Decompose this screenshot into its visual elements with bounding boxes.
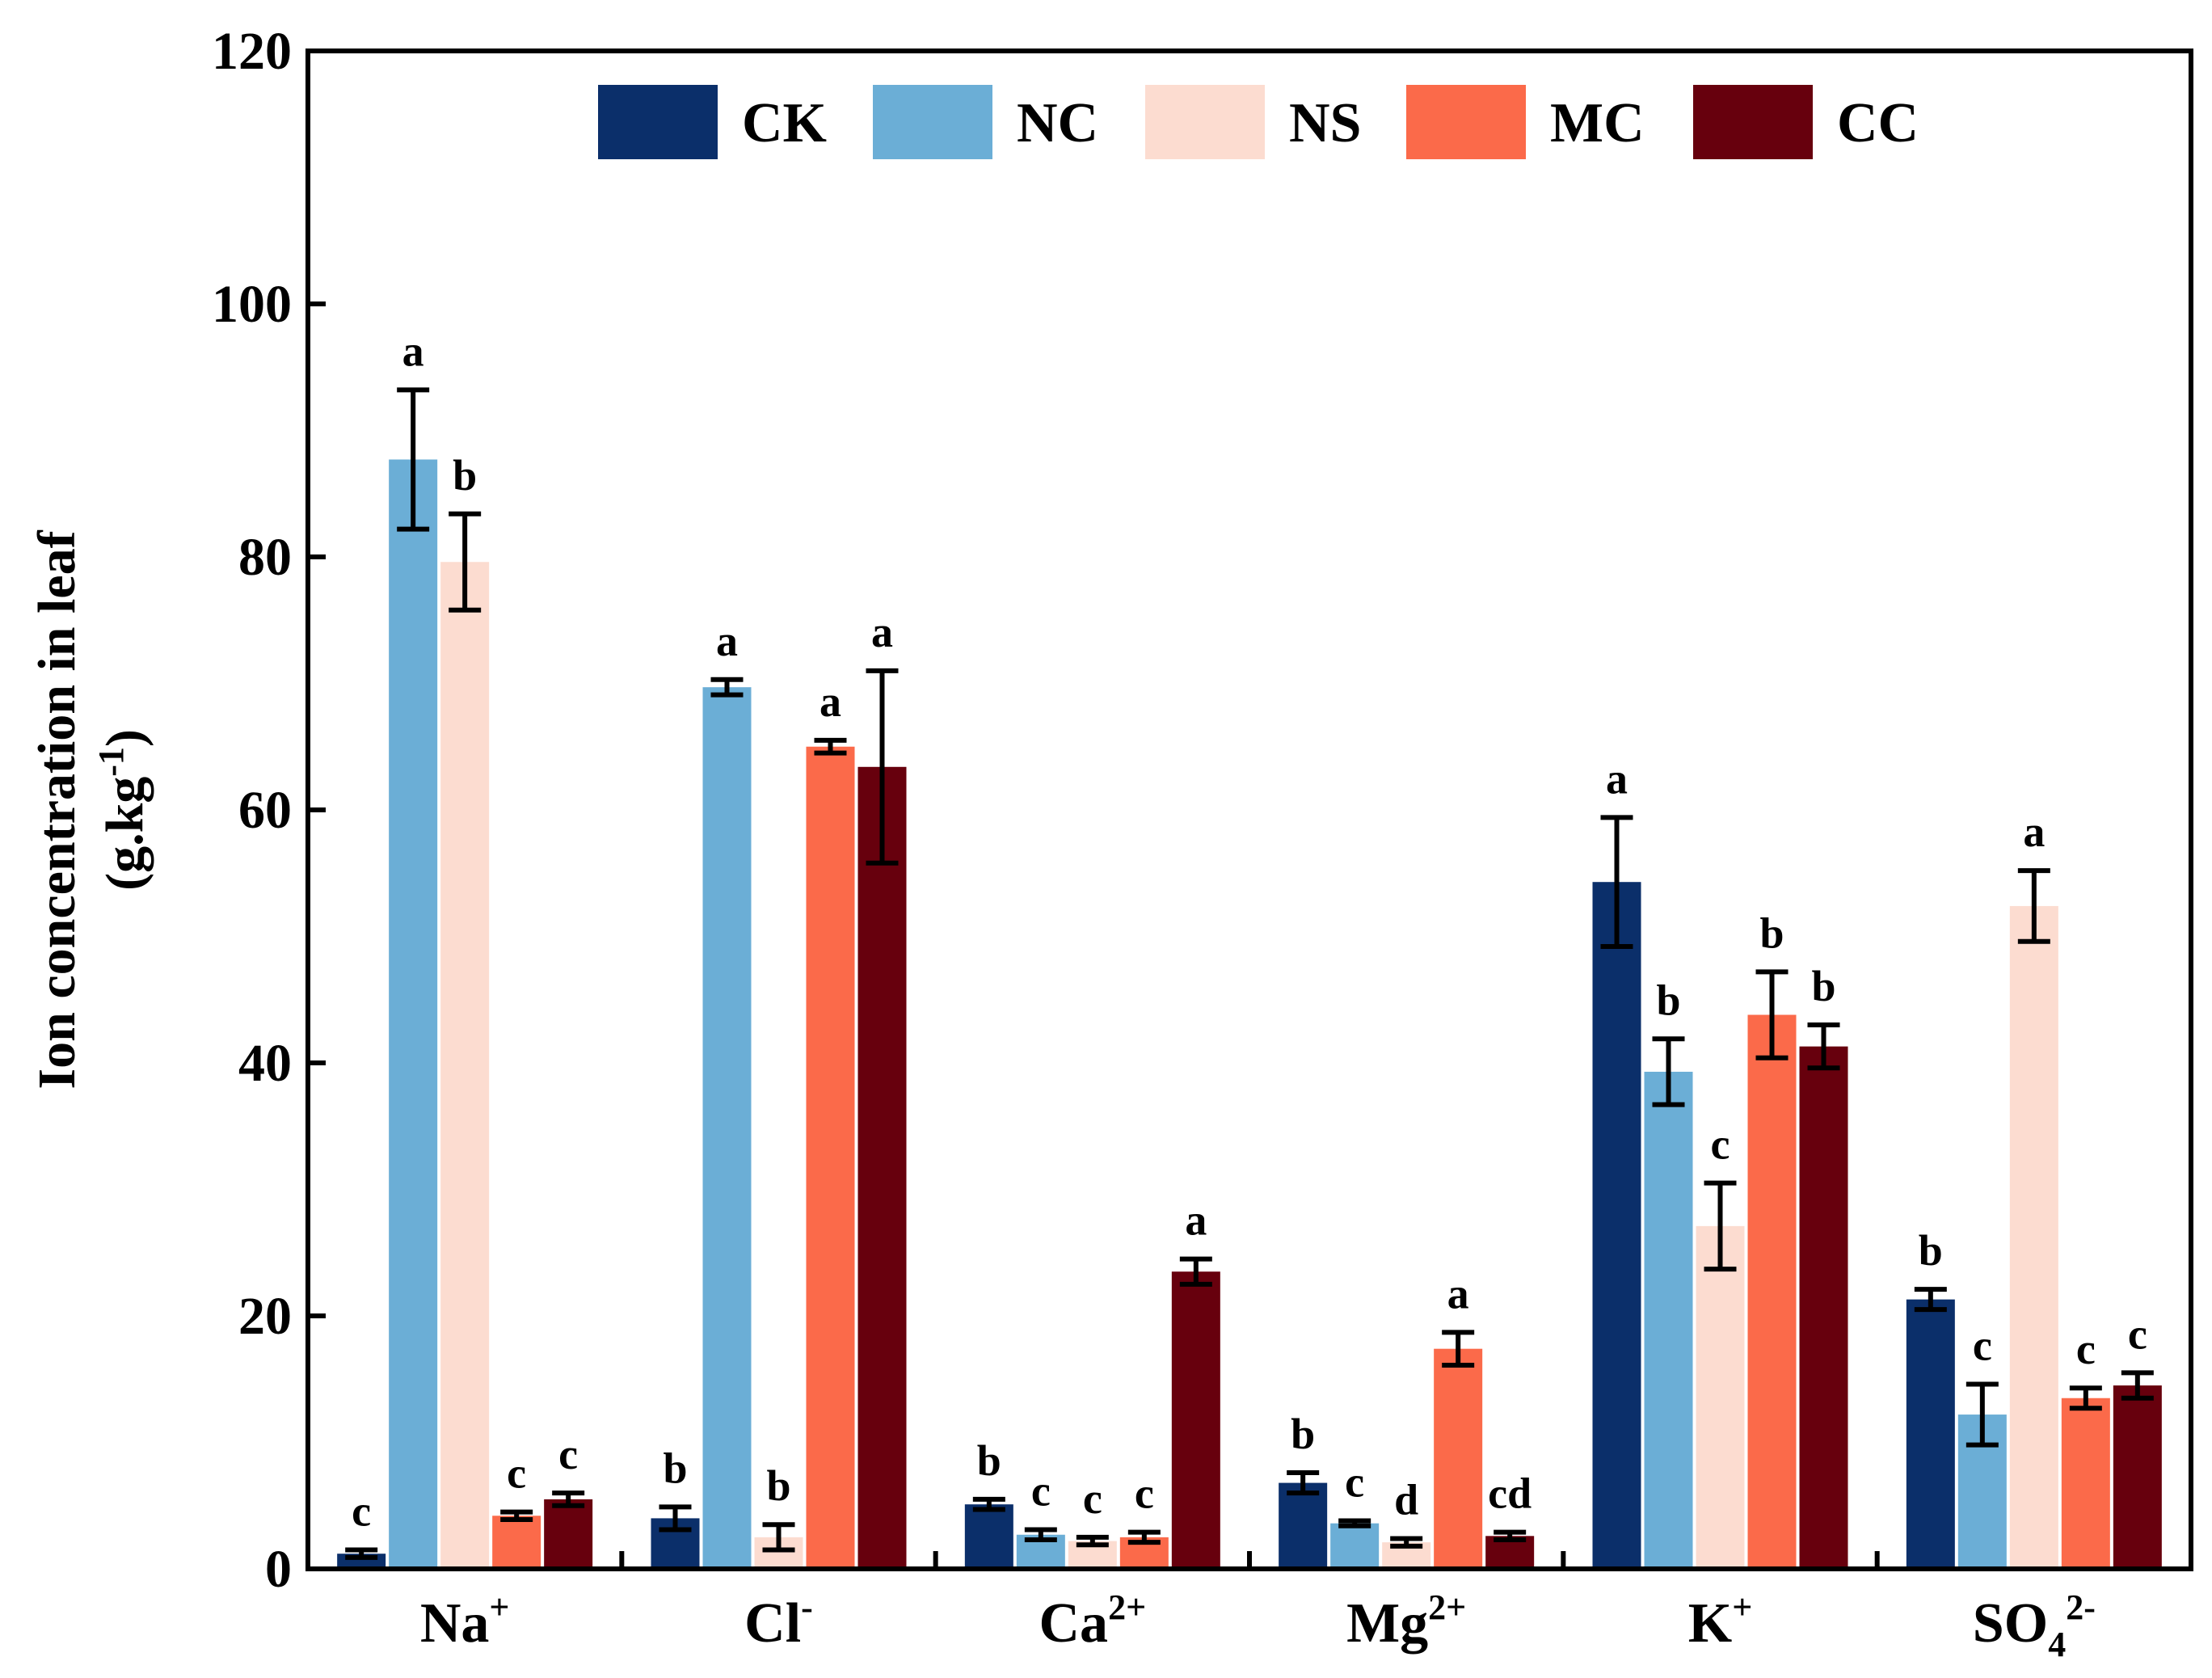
- significance-letter: a: [2023, 807, 2045, 856]
- bar: [544, 1499, 593, 1569]
- significance-letter: b: [453, 451, 477, 500]
- significance-letter: d: [1394, 1475, 1418, 1524]
- bar: [1330, 1523, 1380, 1569]
- bar: [1644, 1071, 1693, 1569]
- significance-letter: c: [507, 1449, 526, 1498]
- significance-letter: a: [1606, 754, 1628, 803]
- category-sup: -: [801, 1587, 813, 1627]
- y-axis-units-sup: -1: [91, 747, 131, 777]
- significance-letter: a: [1185, 1196, 1207, 1245]
- significance-letter: c: [1135, 1469, 1154, 1518]
- legend-label: CC: [1837, 92, 1919, 154]
- legend: CK NC NS MC CC: [598, 85, 1919, 159]
- significance-letter: b: [1759, 909, 1784, 957]
- significance-letter: a: [819, 677, 841, 726]
- legend-label: MC: [1550, 92, 1645, 154]
- x-category-label: Na+: [420, 1587, 510, 1655]
- category-sup: 2+: [1428, 1587, 1466, 1627]
- legend-swatch: [1406, 85, 1526, 159]
- bar: [389, 459, 438, 1569]
- significance-letter: c: [352, 1487, 371, 1536]
- y-tick-label: 60: [238, 781, 292, 840]
- x-category-label: Cl-: [744, 1587, 813, 1655]
- significance-letter: a: [716, 617, 738, 665]
- bar: [2009, 905, 2058, 1569]
- x-category-label: Ca2+: [1039, 1587, 1147, 1655]
- y-tick-label: 100: [212, 275, 292, 334]
- y-axis-units-end: ): [95, 729, 154, 747]
- y-axis-label: Ion concentration in leaf: [27, 529, 86, 1089]
- legend-label: NS: [1289, 92, 1361, 154]
- bar: [1696, 1225, 1745, 1569]
- significance-letter: c: [1711, 1120, 1730, 1169]
- significance-letter: b: [977, 1436, 1001, 1485]
- bar: [492, 1516, 541, 1569]
- category-base: K: [1688, 1592, 1732, 1655]
- bar: [806, 746, 855, 1569]
- y-axis-units: (g.kg-1): [91, 729, 154, 891]
- significance-letter: a: [402, 327, 424, 375]
- bar: [2061, 1398, 2110, 1569]
- x-category-label: Mg2+: [1346, 1587, 1466, 1655]
- legend-swatch: [1145, 85, 1265, 159]
- significance-letter: cd: [1488, 1469, 1532, 1518]
- legend-label: NC: [1017, 92, 1098, 154]
- bar: [964, 1504, 1013, 1569]
- category-sup: +: [489, 1587, 509, 1627]
- bar: [702, 687, 752, 1569]
- significance-letter: b: [1656, 976, 1680, 1024]
- legend-swatch: [1693, 85, 1813, 159]
- y-tick-label: 20: [238, 1287, 292, 1346]
- bar: [1279, 1482, 1328, 1569]
- y-tick-label: 0: [265, 1540, 292, 1599]
- significance-letter: b: [1291, 1410, 1315, 1458]
- category-sup: 2+: [1108, 1587, 1146, 1627]
- significance-letter: c: [1083, 1474, 1102, 1523]
- bar: [1747, 1014, 1797, 1569]
- significance-letter: c: [558, 1430, 578, 1478]
- legend-swatch: [873, 85, 992, 159]
- category-sup: +: [1732, 1587, 1752, 1627]
- significance-letter: a: [1447, 1269, 1469, 1318]
- x-category-label: SO42-: [1973, 1587, 2096, 1664]
- legend-swatch: [598, 85, 718, 159]
- significance-letter: c: [2128, 1309, 2147, 1358]
- significance-letter: c: [1973, 1322, 1992, 1370]
- y-tick-label: 40: [238, 1034, 292, 1093]
- significance-letter: b: [1919, 1226, 1943, 1275]
- category-sup: 2-: [2066, 1587, 2096, 1627]
- y-tick-label: 80: [238, 528, 292, 587]
- bar: [1799, 1046, 1848, 1569]
- y-axis-label-line1: Ion concentration in leaf: [27, 529, 86, 1089]
- significance-letter: b: [1811, 962, 1835, 1010]
- x-category-label: K+: [1688, 1587, 1753, 1655]
- bar: [1171, 1271, 1220, 1569]
- category-base: Na: [420, 1592, 490, 1655]
- bar: [857, 766, 907, 1569]
- category-base: Ca: [1039, 1592, 1109, 1655]
- significance-letter: c: [2076, 1325, 2096, 1373]
- y-axis-units-text: (g.kg: [95, 777, 154, 891]
- bar: [1906, 1299, 1955, 1569]
- significance-letter: b: [766, 1461, 790, 1510]
- bar: [440, 562, 490, 1569]
- bar: [1434, 1348, 1483, 1569]
- bar: [2113, 1385, 2162, 1569]
- category-base: SO: [1973, 1592, 2048, 1655]
- category-base: Mg: [1346, 1592, 1428, 1655]
- significance-letter: c: [1031, 1466, 1051, 1515]
- category-sub: 4: [2048, 1625, 2066, 1664]
- significance-letter: c: [1345, 1458, 1364, 1507]
- category-base: Cl: [744, 1592, 801, 1655]
- significance-letter: b: [663, 1444, 687, 1492]
- legend-label: CK: [742, 92, 827, 154]
- y-tick-label: 120: [212, 22, 292, 81]
- bar: [1592, 882, 1641, 1569]
- significance-letter: a: [871, 608, 893, 656]
